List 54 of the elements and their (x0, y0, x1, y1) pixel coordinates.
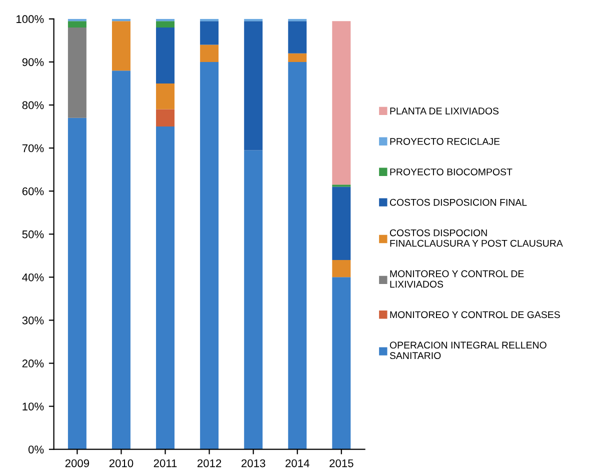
y-tick-label: 90% (22, 58, 44, 66)
y-tick-label: 30% (22, 316, 44, 324)
bar (112, 70, 130, 450)
y-tick-label: 10% (22, 402, 44, 410)
x-tick-label: 2013 (242, 459, 266, 468)
legend-label: MONITOREO Y CONTROL DE GASES (390, 311, 560, 318)
bar (156, 83, 175, 110)
y-tick-label: 20% (22, 360, 44, 368)
bar (332, 277, 351, 450)
bar (244, 21, 263, 150)
bar (68, 28, 86, 118)
bar (156, 21, 175, 28)
y-tick-label: 40% (22, 273, 44, 282)
bar (288, 62, 307, 450)
bar (332, 260, 351, 278)
bar (244, 18, 263, 22)
legend-label: PROYECTO BIOCOMPOST (390, 168, 512, 176)
bar (156, 18, 175, 22)
bar (288, 18, 307, 22)
legend-label: MONITOREO Y CONTROL DE LIXIVIADOS (390, 270, 524, 288)
legend-label: PLANTA DE LIXIVIADOS (390, 108, 499, 114)
y-tick-label: 70% (22, 144, 44, 152)
bar (332, 186, 351, 260)
bar (112, 21, 130, 71)
bar (332, 21, 351, 185)
bar (156, 109, 175, 127)
y-tick-label: 50% (22, 230, 44, 238)
bar (68, 118, 86, 450)
legend-label: PROYECTO RECICLAJE (390, 138, 500, 145)
x-tick-label: 2014 (286, 459, 310, 468)
legend-label: COSTOS DISPOCION FINALCLAUSURA Y POST CLAUSURA (390, 229, 563, 247)
x-tick-label: 2011 (154, 459, 177, 468)
legend-label: COSTOS DISPOSICION FINAL (390, 198, 527, 206)
y-tick-label: 80% (22, 101, 44, 110)
bar (288, 21, 307, 54)
legend-label: OPERACION INTEGRAL RELLENO SANITARIO (390, 342, 546, 360)
bar (288, 53, 307, 62)
y-tick-label: 100% (16, 15, 44, 24)
y-tick-label: 60% (22, 187, 44, 196)
bar (156, 28, 175, 84)
bar (244, 150, 263, 450)
bar (200, 62, 219, 450)
bar (200, 21, 219, 45)
bar (112, 18, 130, 22)
bar (156, 126, 175, 450)
bar (200, 44, 219, 62)
x-tick-label: 2010 (109, 459, 134, 468)
bar (68, 21, 86, 28)
bar (68, 18, 86, 22)
y-tick-label: 0% (28, 446, 44, 454)
x-tick-label: 2015 (330, 459, 354, 468)
x-tick-label: 2012 (198, 459, 222, 468)
x-tick-label: 2009 (65, 459, 90, 468)
bar (200, 18, 219, 22)
